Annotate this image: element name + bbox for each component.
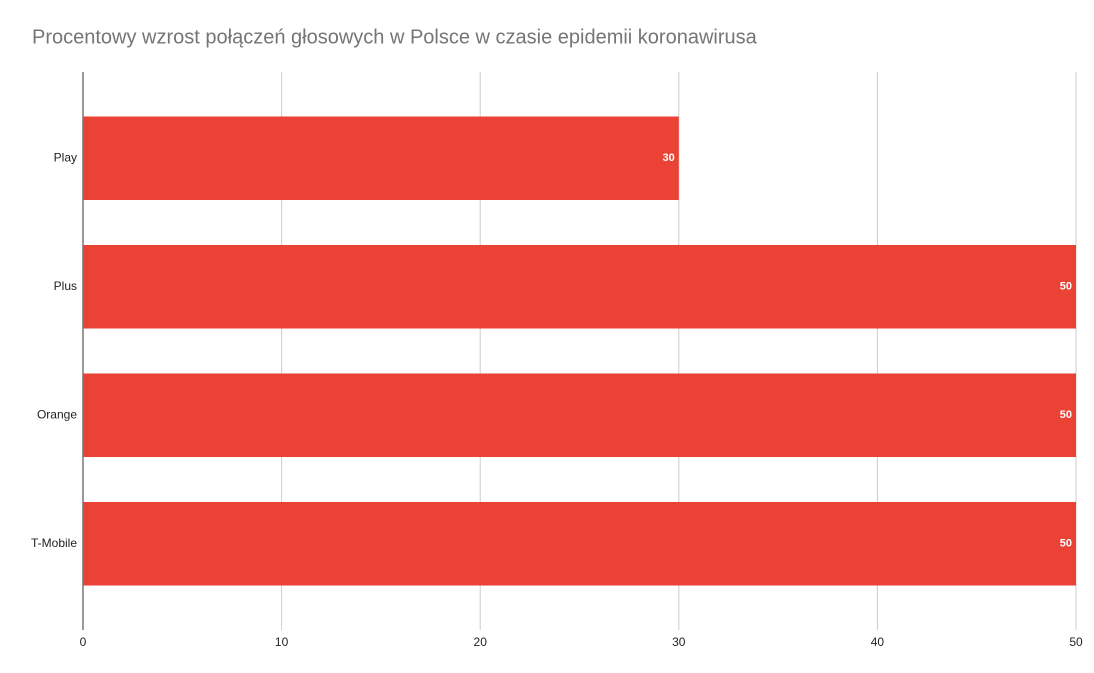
y-tick-label: Orange — [37, 407, 77, 421]
value-label: 50 — [1060, 281, 1072, 293]
bar — [83, 373, 1076, 458]
x-tick-label: 30 — [672, 635, 686, 649]
x-tick-label: 10 — [275, 635, 289, 649]
value-label: 30 — [663, 152, 675, 164]
y-tick-label: Plus — [54, 279, 77, 293]
bar — [83, 244, 1076, 329]
y-tick-label: T-Mobile — [31, 536, 77, 550]
bar — [83, 501, 1076, 586]
x-tick-label: 40 — [871, 635, 885, 649]
chart-title: Procentowy wzrost połączeń głosowych w P… — [32, 26, 758, 48]
x-tick-label: 20 — [474, 635, 488, 649]
value-label: 50 — [1060, 538, 1072, 550]
y-tick-label: Play — [54, 150, 77, 164]
bar — [83, 116, 679, 201]
x-tick-label: 50 — [1069, 635, 1083, 649]
x-tick-label: 0 — [80, 635, 87, 649]
value-label: 50 — [1060, 409, 1072, 421]
